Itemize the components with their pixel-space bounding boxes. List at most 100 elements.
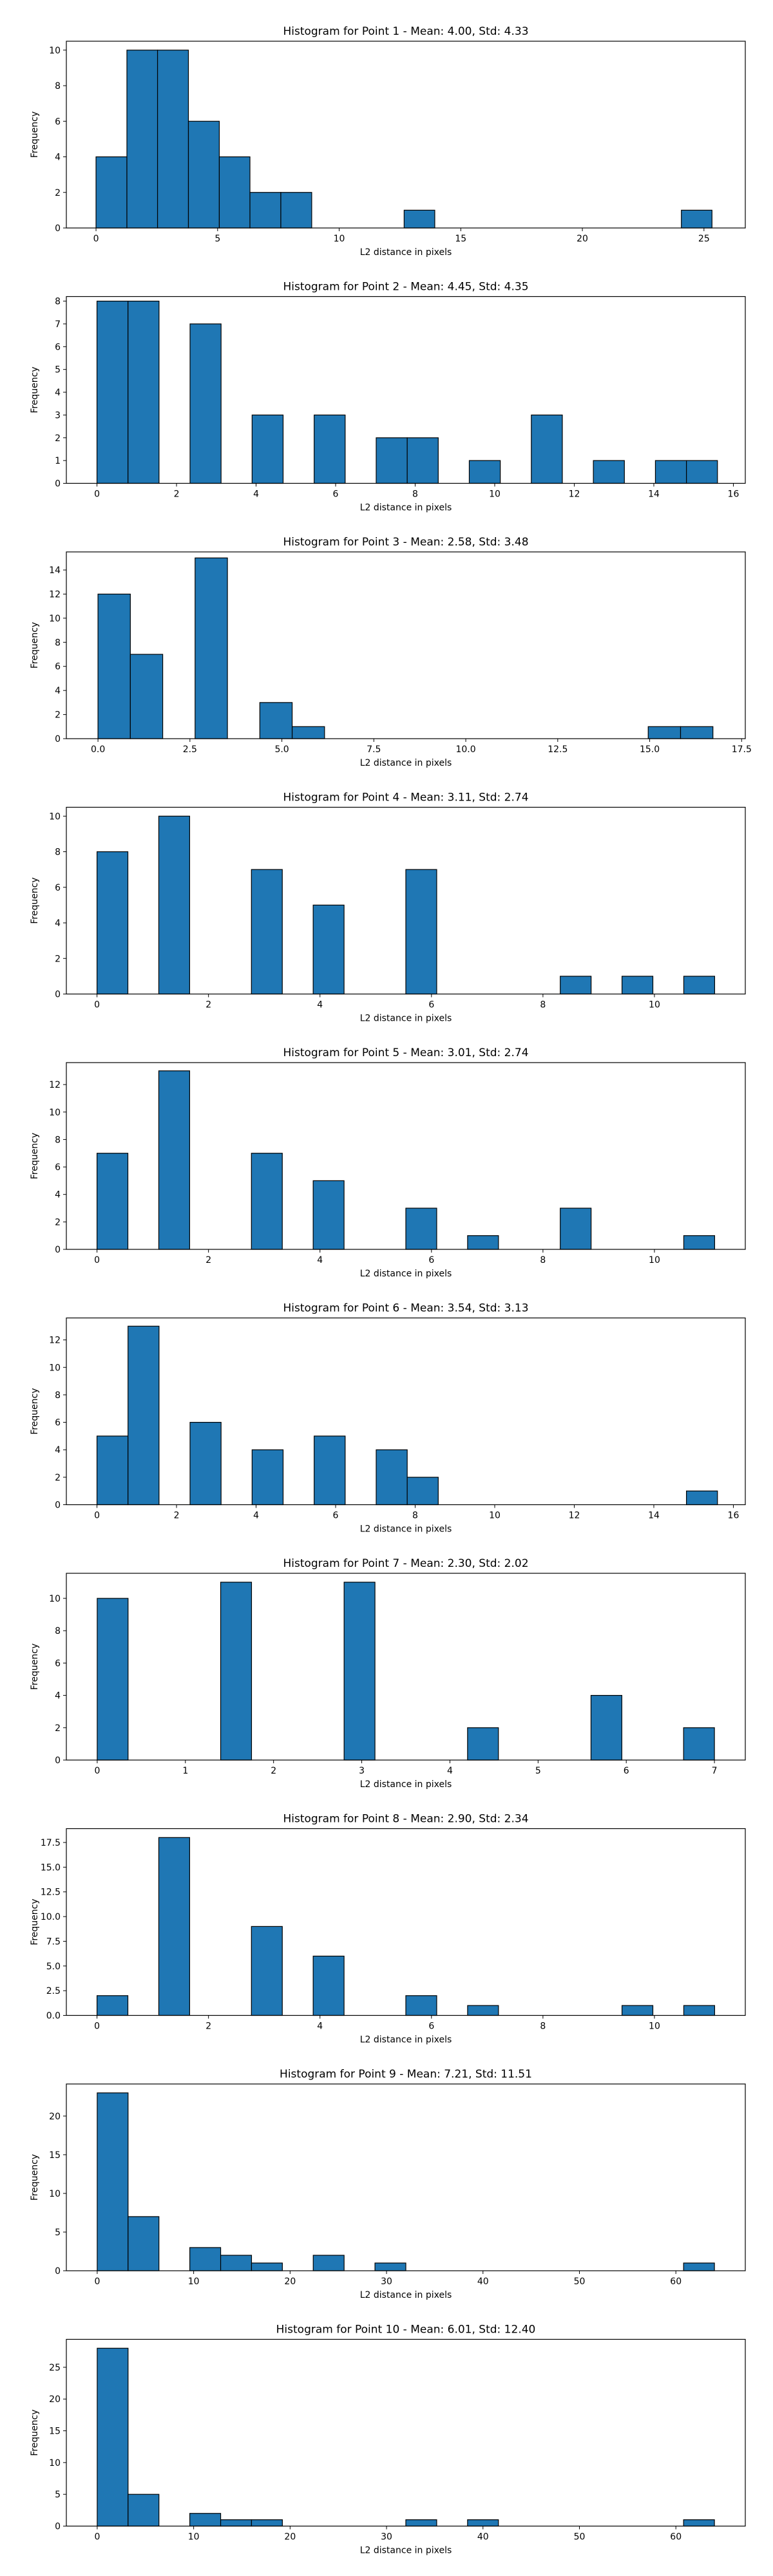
histogram-bar	[405, 869, 437, 995]
x-tick-label: 6	[428, 1255, 434, 1265]
histogram-bar	[220, 1582, 253, 1761]
histogram-bar	[97, 2347, 129, 2527]
x-tick-label: 4	[317, 2022, 323, 2032]
histogram-bar	[405, 1208, 437, 1250]
y-axis-label: Frequency	[30, 1388, 40, 1434]
histogram-bar	[686, 460, 718, 484]
histogram-bar	[343, 1582, 376, 1761]
y-tick-label: 10	[49, 811, 61, 822]
histogram-bar	[312, 904, 345, 995]
x-tick-label: 6	[428, 2022, 434, 2032]
histogram-bar	[683, 1235, 716, 1250]
histogram-bar	[405, 1995, 437, 2016]
x-tick-label: 10	[334, 234, 345, 244]
histogram-bar	[291, 726, 325, 739]
y-tick-label: 10	[49, 1594, 61, 1604]
histogram-panel-7: Histogram for Point 7 - Mean: 2.30, Std:…	[30, 1557, 746, 1790]
x-tick-label: 2	[174, 489, 180, 500]
histogram-bar	[249, 192, 282, 229]
x-tick-label: 4	[253, 1511, 259, 1521]
y-tick-label: 4	[55, 918, 61, 929]
histogram-bar	[280, 192, 312, 229]
x-tick-label: 8	[412, 489, 418, 500]
x-tick-label: 2	[174, 1511, 180, 1521]
histogram-bar	[251, 1449, 284, 1506]
y-tick-label: 4	[55, 388, 61, 398]
x-tick-label: 15	[455, 234, 466, 244]
chart-title: Histogram for Point 8 - Mean: 2.90, Std:…	[283, 1813, 528, 1826]
x-tick-label: 2.5	[183, 744, 197, 755]
chart-title: Histogram for Point 9 - Mean: 7.21, Std:…	[280, 2068, 532, 2081]
histogram-bar	[467, 2519, 499, 2527]
x-tick-label: 50	[574, 2277, 586, 2287]
histogram-bar	[189, 2513, 222, 2527]
x-axis-label: L2 distance in pixels	[360, 2290, 452, 2300]
histogram-bar	[312, 1180, 345, 1250]
histogram-bar	[96, 1995, 129, 2016]
histogram-panel-10: Histogram for Point 10 - Mean: 6.01, Std…	[30, 2324, 746, 2556]
y-tick-label: 8	[55, 81, 61, 91]
y-tick-label: 2	[55, 433, 61, 444]
y-tick-label: 4	[55, 686, 61, 696]
histogram-bar	[683, 1727, 715, 1761]
histogram-bar	[195, 557, 228, 739]
histogram-bar	[128, 2216, 160, 2271]
y-tick-label: 4	[55, 1691, 61, 1701]
plot-frame	[66, 1573, 746, 1761]
x-tick-label: 0.0	[91, 744, 105, 755]
histogram-bar	[467, 2005, 499, 2016]
y-tick-label: 0	[55, 990, 61, 1000]
y-tick-label: 2	[55, 1473, 61, 1483]
x-tick-label: 10	[649, 2022, 660, 2032]
plot-frame	[66, 806, 746, 995]
histogram-bar	[97, 593, 131, 739]
histogram-bar	[590, 1694, 622, 1761]
histogram-bar	[251, 2262, 283, 2271]
histogram-bar	[405, 2519, 437, 2527]
histogram-bar	[312, 2255, 345, 2271]
histogram-bar	[251, 414, 284, 484]
y-axis-label: Frequency	[30, 1899, 40, 1945]
y-tick-label: 12.5	[41, 1888, 61, 1898]
x-tick-label: 8	[540, 1255, 546, 1265]
x-axis-label: L2 distance in pixels	[360, 758, 452, 768]
histogram-bar	[128, 300, 160, 484]
y-tick-label: 6	[55, 662, 61, 672]
y-axis-label: Frequency	[30, 877, 40, 923]
y-tick-label: 12	[49, 1336, 61, 1346]
y-tick-label: 2	[55, 1217, 61, 1227]
y-tick-label: 20	[49, 2394, 61, 2405]
histogram-bar	[96, 1435, 129, 1506]
y-tick-label: 17.5	[41, 1838, 61, 1848]
y-tick-label: 0	[55, 1245, 61, 1255]
histogram-panel-4: Histogram for Point 4 - Mean: 3.11, Std:…	[30, 791, 746, 1024]
histogram-bar	[251, 1153, 283, 1250]
x-axis-label: L2 distance in pixels	[360, 247, 452, 258]
plot-frame	[66, 2338, 746, 2527]
histogram-bar	[129, 654, 164, 739]
x-axis-label: L2 distance in pixels	[360, 2035, 452, 2045]
y-tick-label: 7	[55, 319, 61, 330]
x-tick-label: 10	[188, 2532, 200, 2543]
histogram-bar	[376, 1449, 408, 1506]
histogram-panel-1: Histogram for Point 1 - Mean: 4.00, Std:…	[30, 25, 746, 258]
x-tick-label: 0	[94, 1000, 100, 1010]
histogram-bar	[251, 869, 283, 995]
histogram-bar	[406, 437, 439, 484]
x-tick-label: 16	[728, 1511, 740, 1521]
y-tick-label: 6	[55, 117, 61, 127]
y-tick-label: 4	[55, 1190, 61, 1200]
y-axis-label: Frequency	[30, 622, 40, 668]
y-tick-label: 10	[49, 2458, 61, 2468]
plot-frame	[66, 41, 746, 229]
y-axis-label: Frequency	[30, 2154, 40, 2201]
y-tick-label: 0	[55, 2522, 61, 2532]
y-tick-label: 5	[55, 365, 61, 375]
histogram-panel-8: Histogram for Point 8 - Mean: 2.90, Std:…	[30, 1813, 746, 2045]
histogram-bar	[467, 1235, 499, 1250]
y-tick-label: 0	[55, 223, 61, 234]
histogram-bar	[468, 460, 501, 484]
x-tick-label: 10	[489, 1511, 501, 1521]
histogram-bar	[621, 976, 654, 995]
